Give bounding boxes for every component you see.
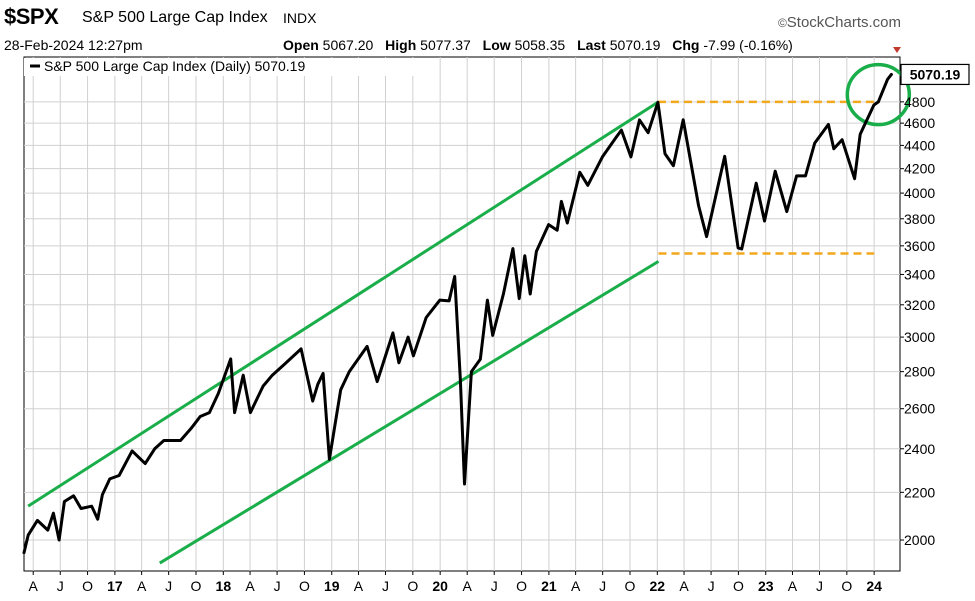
quote-datetime: 28-Feb-2024 12:27pm [4, 37, 143, 53]
low-label: Low [482, 37, 511, 53]
y-tick-label: 2600 [904, 401, 935, 417]
down-marker-icon [893, 47, 901, 53]
x-tick-label: J [491, 578, 498, 594]
last-label: Last [577, 37, 606, 53]
x-tick-label: A [571, 578, 581, 594]
x-tick-label: O [407, 578, 418, 594]
x-tick-label: 19 [324, 578, 340, 594]
x-tick-label: O [82, 578, 93, 594]
x-tick-label: A [137, 578, 147, 594]
x-tick-label: A [679, 578, 689, 594]
y-tick-label: 4200 [904, 161, 935, 177]
x-tick-label: A [354, 578, 364, 594]
y-tick-label: 4400 [904, 137, 935, 153]
copyright-icon: © [777, 16, 787, 30]
x-tick-label: 23 [758, 578, 774, 594]
x-tick-label: O [841, 578, 852, 594]
change-value: -7.99 (-0.16%) [703, 37, 793, 53]
last-value-box [900, 63, 970, 86]
gridlines [24, 57, 900, 571]
low-value: 5058.35 [514, 37, 566, 53]
high-label: High [385, 37, 417, 53]
last-value-label: 5070.19 [910, 66, 961, 82]
y-tick-label: 3800 [904, 211, 935, 227]
x-tick-label: 18 [216, 578, 232, 594]
x-tick-label: O [516, 578, 527, 594]
y-tick-label: 4000 [904, 185, 935, 201]
x-tick-label: 17 [107, 578, 123, 594]
y-tick-label: 3200 [904, 297, 935, 313]
y-tick-label: 4600 [904, 115, 935, 131]
y-tick-label: 4800 [904, 94, 935, 110]
index-name: S&P 500 Large Cap Index [82, 9, 268, 26]
x-tick-label: A [463, 578, 473, 594]
x-tick-label: J [816, 578, 823, 594]
x-tick-label: 24 [866, 578, 882, 594]
chart-header: $SPX S&P 500 Large Cap Index INDX ©Stock… [0, 0, 975, 56]
x-axis: A J O 17 A J O 18 A J O 19 A J O 20 A J O 21 A J O 22 A J O 23 A J O 24 [29, 571, 882, 594]
x-tick-label: O [733, 578, 744, 594]
legend: S&P 500 Large Cap Index (Daily) 5070.19 [24, 58, 424, 76]
quote-values: Open 5067.20 High 5077.37 Low 5058.35 La… [283, 37, 793, 53]
upper-channel-line [27, 100, 660, 508]
x-tick-label: 21 [541, 578, 557, 594]
x-tick-label: J [708, 578, 715, 594]
y-tick-label: 3400 [904, 266, 935, 282]
index-suffix: INDX [283, 10, 317, 26]
annotations [27, 47, 912, 565]
series-layer [22, 72, 893, 555]
last-value: 5070.19 [609, 37, 661, 53]
x-tick-label: J [165, 578, 172, 594]
x-tick-label: A [29, 578, 39, 594]
y-tick-label: 2800 [904, 364, 935, 380]
x-tick-label: 22 [650, 578, 666, 594]
y-axis: 2000 2200 2400 2600 2800 3000 3200 3400 3600 3800… [900, 63, 970, 548]
legend-label: S&P 500 Large Cap Index (Daily) 5070.19 [44, 58, 305, 74]
open-value: 5067.20 [322, 37, 374, 53]
y-tick-label: 2000 [904, 532, 935, 548]
x-tick-label: 20 [432, 578, 448, 594]
y-tick-label: 2400 [904, 441, 935, 457]
y-tick-label: 3600 [904, 238, 935, 254]
highlight-circle [845, 62, 912, 127]
price-line [22, 72, 893, 555]
x-tick-label: J [599, 578, 606, 594]
open-label: Open [283, 37, 319, 53]
x-tick-label: J [382, 578, 389, 594]
y-tick-label: 2200 [904, 484, 935, 500]
x-tick-label: O [625, 578, 636, 594]
ticker-symbol: $SPX [4, 4, 59, 29]
lower-channel-line [158, 260, 660, 565]
brand-name: StockCharts.com [786, 14, 901, 31]
brand-watermark: ©StockCharts.com [778, 14, 901, 31]
x-tick-label: J [57, 578, 64, 594]
y-tick-label: 3000 [904, 329, 935, 345]
x-tick-label: O [191, 578, 202, 594]
x-tick-label: J [274, 578, 281, 594]
legend-background [24, 58, 424, 76]
change-label: Chg [672, 37, 700, 53]
x-tick-label: A [788, 578, 798, 594]
x-tick-label: A [245, 578, 255, 594]
x-tick-label: O [299, 578, 310, 594]
plot-area [23, 56, 901, 572]
high-value: 5077.37 [420, 37, 471, 53]
